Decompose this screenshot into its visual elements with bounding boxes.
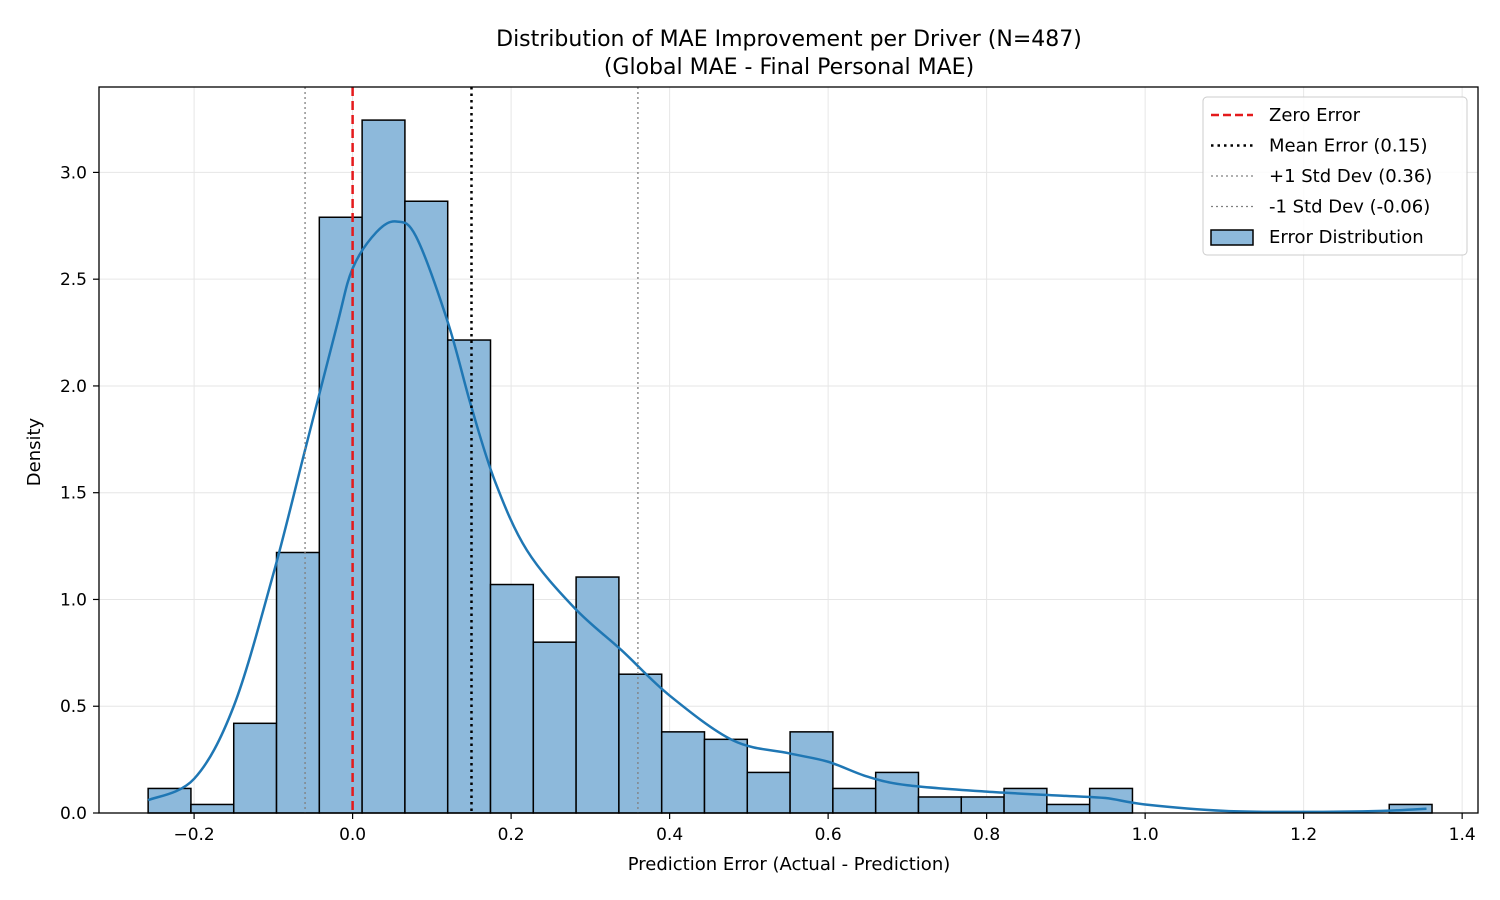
legend-label-4: Error Distribution bbox=[1269, 227, 1424, 248]
legend-label-0: Zero Error bbox=[1269, 105, 1361, 126]
y-tick-label-2: 1.0 bbox=[60, 590, 87, 610]
y-tick-label-6: 3.0 bbox=[60, 163, 87, 183]
kde-curve bbox=[147, 220, 1427, 814]
x-axis-title: Prediction Error (Actual - Prediction) bbox=[628, 854, 951, 875]
histogram-bar-8 bbox=[489, 583, 535, 814]
y-axis-title: Density bbox=[24, 417, 45, 486]
y-tick-label-0: 0.0 bbox=[60, 804, 87, 824]
histogram-bar-15 bbox=[789, 731, 834, 814]
histogram-bar-7 bbox=[446, 339, 492, 814]
legend-box bbox=[1202, 96, 1468, 256]
x-tick-label-7: 1.2 bbox=[1290, 825, 1317, 845]
legend-label-1: Mean Error (0.15) bbox=[1269, 136, 1427, 157]
x-tick-label-0: −0.2 bbox=[173, 825, 214, 845]
legend-label-2: +1 Std Dev (0.36) bbox=[1269, 166, 1432, 187]
histogram-bar-16 bbox=[832, 787, 877, 814]
x-tick-label-2: 0.2 bbox=[498, 825, 525, 845]
histogram-bar-12 bbox=[660, 731, 706, 814]
kde-line bbox=[147, 220, 1427, 814]
histogram-bar-9 bbox=[532, 641, 577, 814]
histogram-bar-21 bbox=[1046, 803, 1091, 814]
x-tick-label-4: 0.6 bbox=[815, 825, 842, 845]
histogram-bar-3 bbox=[275, 551, 321, 814]
y-tick-label-4: 2.0 bbox=[60, 377, 87, 397]
histogram-bar-19 bbox=[960, 796, 1005, 814]
reference-lines bbox=[304, 87, 639, 813]
y-tick-label-5: 2.5 bbox=[60, 270, 87, 290]
y-tick-label-1: 0.5 bbox=[60, 697, 87, 717]
histogram-bar-1 bbox=[190, 803, 235, 814]
chart-subtitle: (Global MAE - Final Personal MAE) bbox=[604, 55, 974, 80]
chart-title: Distribution of MAE Improvement per Driv… bbox=[496, 27, 1082, 52]
histogram-bar-6 bbox=[404, 200, 449, 814]
legend-handle-4 bbox=[1210, 229, 1254, 246]
histogram-bar-0 bbox=[147, 787, 192, 814]
histogram-bar-14 bbox=[746, 771, 791, 814]
x-tick-label-3: 0.4 bbox=[656, 825, 683, 845]
y-axis-ticks: 0.0 0.5 1.0 1.5 2.0 2.5 3.0 bbox=[60, 163, 99, 824]
histogram-bar-13 bbox=[703, 738, 749, 814]
histogram-bar-5 bbox=[361, 119, 406, 814]
x-tick-label-1: 0.0 bbox=[339, 825, 366, 845]
plot-frame bbox=[98, 86, 1479, 814]
y-tick-label-3: 1.5 bbox=[60, 484, 87, 504]
x-axis-ticks: −0.2 0.0 0.2 0.4 0.6 0.8 1.0 1.2 1.4 bbox=[173, 813, 1476, 845]
histogram-bar-10 bbox=[575, 576, 620, 814]
x-tick-label-8: 1.4 bbox=[1449, 825, 1476, 845]
x-tick-label-6: 1.0 bbox=[1132, 825, 1159, 845]
histogram-bar-11 bbox=[618, 673, 663, 814]
legend: Zero Error Mean Error (0.15) +1 Std Dev (0… bbox=[1202, 96, 1468, 256]
histogram-bar-18 bbox=[917, 796, 963, 814]
legend-label-3: -1 Std Dev (-0.06) bbox=[1269, 197, 1430, 218]
x-tick-label-5: 0.8 bbox=[973, 825, 1000, 845]
histogram-bar-2 bbox=[232, 722, 278, 814]
histogram-bar-17 bbox=[874, 771, 920, 814]
